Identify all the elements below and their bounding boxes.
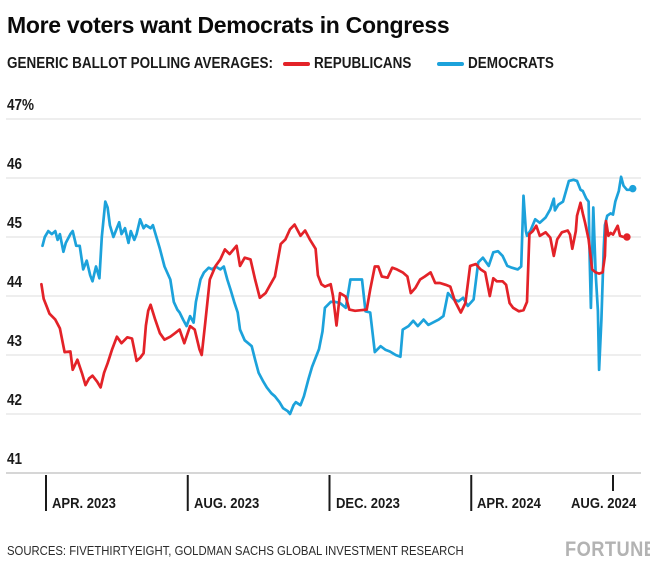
y-axis-label-42-text: 42: [7, 392, 23, 409]
y-axis-label-41-text: 41: [7, 451, 23, 468]
x-axis-label-APR. 2024: APR. 2024: [477, 496, 550, 511]
x-axis-label-AUG. 2024-text: AUG. 2024: [571, 495, 637, 512]
page-title: More voters want Democrats in Congress: [7, 12, 450, 38]
democrats-line-swatch: [437, 62, 464, 66]
x-axis-label-DEC. 2023: DEC. 2023: [336, 496, 409, 511]
y-axis-label-41: 41: [7, 452, 24, 468]
republicans-end-dot: [623, 233, 631, 241]
x-axis-label-AUG. 2023: AUG. 2023: [194, 496, 269, 511]
fortune-logo: FORTUNE: [565, 538, 650, 561]
y-axis-label-44: 44: [7, 275, 24, 291]
legend-item-republicans: REPUBLICANS: [314, 55, 412, 72]
x-axis-label-APR. 2023: APR. 2023: [52, 496, 125, 511]
x-axis-label-APR. 2024-text: APR. 2024: [477, 495, 542, 512]
x-axis-label-AUG. 2023-text: AUG. 2023: [193, 495, 260, 512]
y-axis-label-43-text: 43: [7, 333, 23, 350]
democrats-end-dot: [629, 184, 637, 193]
x-axis-label-AUG. 2024: AUG. 2024: [571, 496, 646, 511]
sources-note: SOURCES: FIVETHIRTYEIGHT, GOLDMAN SACHS …: [7, 543, 464, 558]
legend-item-democrats: DEMOCRATS: [468, 55, 554, 72]
x-axis-label-APR. 2023-text: APR. 2023: [52, 495, 116, 512]
y-axis-label-47-text: 47%: [7, 97, 34, 114]
republicans-line-swatch: [283, 62, 310, 66]
legend-label: GENERIC BALLOT POLLING AVERAGES:: [7, 55, 273, 72]
y-axis-label-43: 43: [7, 334, 24, 350]
x-axis-label-DEC. 2023-text: DEC. 2023: [335, 495, 400, 512]
democrats-line: [41, 175, 635, 416]
y-axis-label-44-text: 44: [7, 274, 23, 291]
y-axis-label-42: 42: [7, 393, 24, 409]
y-axis-label-45-text: 45: [7, 215, 23, 232]
y-axis-label-45: 45: [7, 216, 24, 232]
republicans-line: [40, 201, 629, 389]
y-axis-label-46-text: 46: [7, 156, 23, 173]
y-axis-label-47: 47%: [7, 98, 38, 114]
y-axis-label-46: 46: [7, 157, 24, 173]
